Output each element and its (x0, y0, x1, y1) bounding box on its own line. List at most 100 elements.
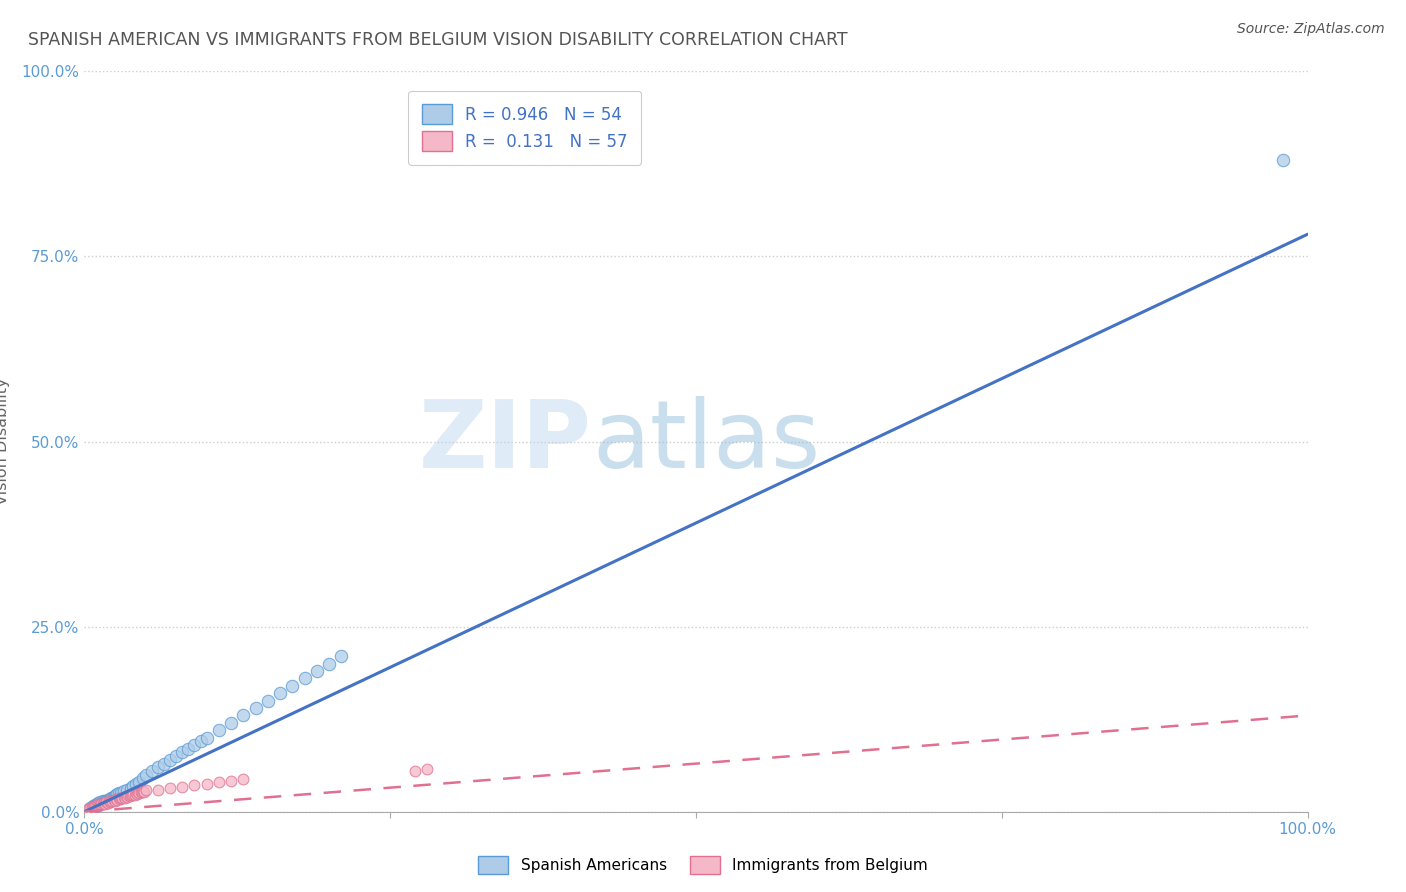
Point (172, 746, 194, 760)
Point (330, 649, 353, 664)
Point (318, 657, 340, 671)
Point (172, 780, 194, 794)
Point (245, 701, 267, 715)
Point (120, 788, 142, 802)
Legend: R = 0.946   N = 54, R =  0.131   N = 57: R = 0.946 N = 54, R = 0.131 N = 57 (409, 91, 641, 165)
Point (153, 756, 176, 771)
Text: atlas: atlas (592, 395, 820, 488)
Point (103, 793, 125, 807)
Point (89, 795, 111, 809)
Point (97, 793, 120, 807)
Point (112, 784, 135, 798)
Point (1272, 153, 1295, 168)
Point (125, 776, 148, 790)
Point (125, 786, 148, 800)
Point (112, 789, 135, 804)
Point (183, 778, 205, 792)
Point (107, 791, 129, 805)
Point (195, 776, 218, 790)
Point (269, 686, 291, 700)
Point (83, 800, 105, 814)
Point (122, 779, 145, 793)
Point (105, 787, 128, 801)
Point (131, 785, 153, 799)
Point (94, 797, 117, 811)
Point (177, 741, 200, 756)
Y-axis label: Vision Disability: Vision Disability (0, 378, 10, 505)
Point (121, 789, 143, 803)
Point (128, 786, 150, 800)
Point (114, 790, 136, 805)
Point (83, 800, 105, 814)
Point (82, 798, 104, 813)
Point (159, 753, 181, 767)
Point (208, 723, 231, 738)
Point (97, 796, 120, 810)
Point (87, 797, 110, 812)
Point (104, 794, 127, 808)
Point (115, 789, 138, 804)
Point (146, 782, 169, 797)
Point (281, 679, 304, 693)
Point (404, 764, 426, 778)
Point (86, 798, 108, 813)
Point (90, 797, 112, 811)
Point (159, 780, 181, 795)
Point (82, 799, 104, 814)
Point (105, 789, 128, 803)
Point (232, 772, 254, 786)
Point (117, 789, 139, 803)
Point (165, 749, 187, 764)
Point (91, 794, 114, 808)
Point (219, 773, 242, 788)
Point (96, 794, 118, 808)
Point (232, 708, 254, 723)
Point (118, 789, 141, 804)
Point (103, 789, 125, 804)
Point (101, 794, 124, 808)
Point (110, 786, 132, 800)
Point (87, 796, 110, 810)
Point (101, 790, 124, 805)
Point (257, 694, 280, 708)
Point (120, 780, 142, 795)
Legend: Spanish Americans, Immigrants from Belgium: Spanish Americans, Immigrants from Belgi… (472, 850, 934, 880)
Point (183, 738, 205, 752)
Text: SPANISH AMERICAN VS IMMIGRANTS FROM BELGIUM VISION DISABILITY CORRELATION CHART: SPANISH AMERICAN VS IMMIGRANTS FROM BELG… (28, 31, 848, 49)
Point (98, 792, 121, 806)
Point (132, 784, 155, 798)
Point (105, 793, 128, 807)
Point (127, 785, 149, 799)
Point (86, 797, 108, 812)
Point (96, 795, 118, 809)
Point (107, 786, 129, 800)
Point (124, 788, 146, 802)
Point (84, 798, 107, 813)
Point (98, 795, 121, 809)
Point (110, 790, 132, 805)
Point (89, 798, 111, 813)
Point (134, 785, 156, 799)
Point (128, 775, 150, 789)
Point (115, 782, 138, 797)
Point (100, 794, 122, 808)
Point (87, 798, 110, 813)
Point (79, 801, 101, 815)
Text: Source: ZipAtlas.com: Source: ZipAtlas.com (1237, 22, 1385, 37)
Point (84, 798, 107, 813)
Point (122, 787, 145, 801)
Point (135, 767, 157, 781)
Text: ZIP: ZIP (419, 395, 592, 488)
Point (105, 792, 128, 806)
Point (219, 715, 242, 730)
Point (80, 800, 103, 814)
Point (190, 734, 212, 748)
Point (141, 764, 163, 778)
Point (97, 794, 120, 808)
Point (100, 791, 122, 805)
Point (294, 672, 316, 686)
Point (104, 789, 127, 804)
Point (93, 796, 115, 810)
Point (135, 783, 157, 797)
Point (111, 791, 134, 805)
